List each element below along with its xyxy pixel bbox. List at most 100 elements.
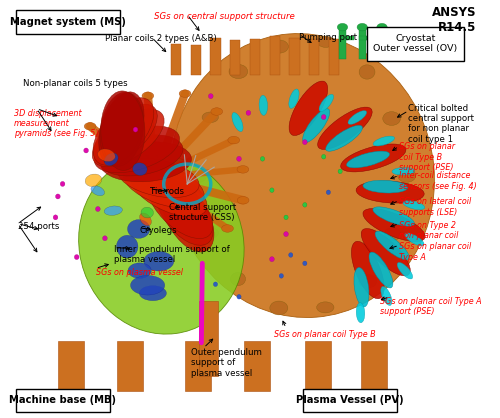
Ellipse shape: [104, 153, 118, 166]
Text: Central support
structure (CSS): Central support structure (CSS): [170, 203, 236, 222]
Ellipse shape: [383, 112, 400, 125]
Ellipse shape: [133, 127, 138, 132]
Text: Tie rods: Tie rods: [150, 187, 184, 196]
Ellipse shape: [84, 148, 88, 153]
Text: Planar coils 2 types (A&B): Planar coils 2 types (A&B): [105, 34, 216, 43]
Ellipse shape: [130, 167, 207, 217]
Text: Outer pendulum
support of
plasma vessel: Outer pendulum support of plasma vessel: [191, 348, 262, 377]
Ellipse shape: [214, 282, 218, 287]
Ellipse shape: [403, 201, 425, 210]
Ellipse shape: [340, 144, 406, 172]
Ellipse shape: [85, 174, 102, 186]
Ellipse shape: [369, 252, 393, 288]
Ellipse shape: [397, 263, 412, 279]
Ellipse shape: [392, 168, 414, 175]
Ellipse shape: [144, 252, 174, 271]
Ellipse shape: [101, 91, 145, 171]
Ellipse shape: [148, 175, 213, 239]
Ellipse shape: [288, 252, 293, 257]
Ellipse shape: [202, 112, 218, 122]
Ellipse shape: [94, 126, 180, 173]
Text: Magnet system (MS): Magnet system (MS): [10, 17, 126, 27]
Ellipse shape: [302, 140, 307, 145]
FancyBboxPatch shape: [210, 38, 220, 75]
Ellipse shape: [128, 263, 152, 278]
Ellipse shape: [104, 206, 122, 215]
FancyBboxPatch shape: [16, 10, 120, 34]
Ellipse shape: [284, 232, 288, 237]
Ellipse shape: [246, 110, 251, 115]
Text: SGs on lateral coil
supports (LSE): SGs on lateral coil supports (LSE): [399, 197, 471, 217]
FancyBboxPatch shape: [346, 36, 354, 40]
Ellipse shape: [100, 92, 144, 166]
Ellipse shape: [170, 33, 434, 318]
Ellipse shape: [352, 241, 384, 299]
Ellipse shape: [98, 92, 144, 166]
Ellipse shape: [130, 275, 164, 295]
Ellipse shape: [102, 236, 108, 241]
FancyBboxPatch shape: [339, 36, 347, 40]
Ellipse shape: [140, 213, 151, 226]
Ellipse shape: [56, 194, 60, 199]
FancyBboxPatch shape: [250, 39, 260, 75]
Ellipse shape: [326, 125, 362, 151]
Ellipse shape: [156, 180, 213, 245]
Ellipse shape: [100, 135, 183, 176]
Text: SGs on central support structure: SGs on central support structure: [154, 12, 295, 21]
Ellipse shape: [208, 94, 213, 99]
Ellipse shape: [302, 261, 307, 266]
Ellipse shape: [359, 275, 376, 288]
Text: 3D displacement
measurement
pyramids (see Fig. 5): 3D displacement measurement pyramids (se…: [14, 109, 98, 138]
Ellipse shape: [338, 169, 342, 174]
FancyBboxPatch shape: [329, 39, 339, 75]
Ellipse shape: [398, 169, 416, 182]
Text: 254 ports: 254 ports: [18, 222, 59, 232]
FancyBboxPatch shape: [305, 341, 330, 391]
Ellipse shape: [93, 98, 154, 165]
Ellipse shape: [373, 136, 394, 146]
FancyBboxPatch shape: [386, 36, 394, 40]
Ellipse shape: [123, 162, 204, 208]
Ellipse shape: [318, 107, 372, 150]
Ellipse shape: [270, 257, 274, 262]
Ellipse shape: [381, 286, 392, 306]
Ellipse shape: [202, 227, 218, 239]
FancyBboxPatch shape: [302, 389, 397, 412]
Ellipse shape: [270, 40, 288, 53]
Ellipse shape: [230, 273, 246, 285]
Ellipse shape: [404, 233, 424, 246]
Ellipse shape: [237, 294, 241, 299]
Ellipse shape: [228, 136, 239, 144]
Ellipse shape: [359, 65, 375, 79]
Text: SGs on plasma vessel: SGs on plasma vessel: [96, 268, 182, 278]
Text: Inter-coil distance
sensors (see Fig. 4): Inter-coil distance sensors (see Fig. 4): [399, 171, 476, 191]
Ellipse shape: [346, 151, 390, 168]
Text: Cryostat
Outer vessel (OV): Cryostat Outer vessel (OV): [374, 34, 458, 54]
Ellipse shape: [363, 180, 408, 193]
Text: Pumping port: Pumping port: [299, 33, 358, 43]
Text: SGs on planar coil Type A
support (PSE): SGs on planar coil Type A support (PSE): [380, 297, 482, 316]
Ellipse shape: [289, 89, 299, 108]
Ellipse shape: [373, 207, 414, 226]
Ellipse shape: [194, 243, 205, 251]
FancyBboxPatch shape: [116, 341, 142, 391]
FancyBboxPatch shape: [367, 27, 464, 61]
Ellipse shape: [384, 228, 400, 240]
FancyBboxPatch shape: [359, 27, 366, 59]
FancyBboxPatch shape: [378, 27, 386, 59]
Text: SGs on planar coil Type B: SGs on planar coil Type B: [274, 330, 376, 339]
FancyBboxPatch shape: [230, 40, 240, 75]
Ellipse shape: [141, 207, 154, 218]
Ellipse shape: [84, 122, 96, 130]
Ellipse shape: [270, 188, 274, 192]
FancyBboxPatch shape: [244, 341, 270, 391]
FancyBboxPatch shape: [359, 36, 368, 40]
Ellipse shape: [78, 155, 244, 334]
Ellipse shape: [189, 168, 207, 183]
FancyBboxPatch shape: [270, 36, 280, 75]
Ellipse shape: [232, 112, 243, 132]
Ellipse shape: [237, 196, 249, 204]
Ellipse shape: [140, 286, 166, 301]
Ellipse shape: [338, 23, 347, 31]
Ellipse shape: [236, 156, 242, 161]
